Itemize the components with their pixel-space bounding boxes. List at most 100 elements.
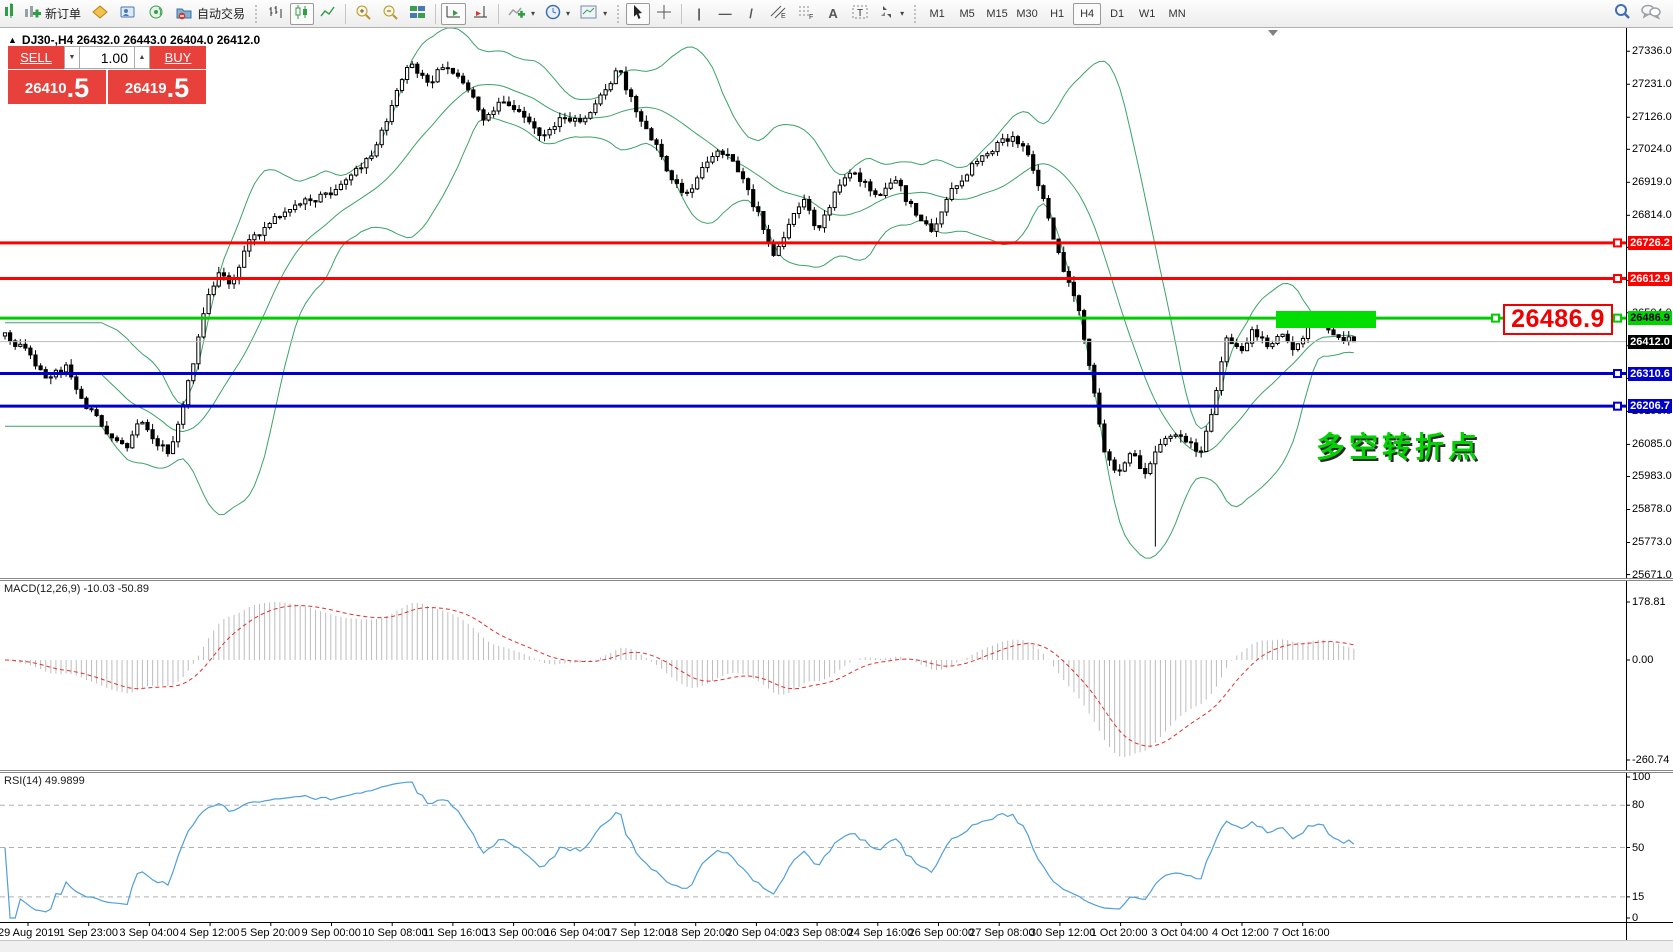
new-order-icon [24,4,41,23]
hline-price-badge: 26726.2 [1628,235,1672,250]
chart-title-text: DJ30-,H4 26432.0 26443.0 26404.0 26412.0 [21,33,261,47]
toolbar-separator [681,3,683,24]
timeframe-d1-button[interactable]: D1 [1110,7,1125,20]
dropdown-arrow-icon: ▾ [566,9,571,18]
horizontal-line-button[interactable]: — [713,3,737,25]
autotrading-button[interactable]: 自动交易 [171,3,249,25]
price-tick-label: 25983.0 [1632,470,1672,483]
timeframe-w1-button[interactable]: W1 [1138,7,1156,20]
price-tick-label: 26085.0 [1632,438,1672,451]
new-order-button[interactable]: 新订单 [20,3,85,25]
autoscroll-button[interactable] [441,2,467,25]
chat-icon[interactable] [1641,3,1661,25]
volume-input[interactable]: 1.00 [80,46,134,69]
autoscroll-icon [445,4,462,23]
periods-button[interactable]: ▾ [541,3,574,25]
buy-price-button[interactable]: 26419. 5 [108,70,206,104]
crosshair-button[interactable] [652,3,676,25]
time-tick-label: 9 Sep 00:00 [301,927,361,939]
green-zone-annotation[interactable] [1276,311,1376,328]
templates-button[interactable]: ▾ [576,3,611,25]
tile-windows-button[interactable] [405,3,430,25]
timeframe-mn-button[interactable]: MN [1168,7,1186,20]
arrows-button[interactable]: ▾ [875,3,908,25]
one-click-trading-panel: SELL ▼ 1.00 ▲ BUY 26410. 5 26419. 5 [8,46,206,104]
collapse-triangle-icon[interactable]: ▲ [8,35,17,45]
candlestick-chart-button[interactable] [290,2,315,25]
buy-price-pip: 5 [174,73,190,103]
timeframe-h1-button[interactable]: H1 [1050,7,1065,20]
timeframe-m1-button[interactable]: M1 [929,7,945,20]
vertical-line-button[interactable]: | [687,3,711,25]
svg-text:F: F [809,14,813,20]
timeframe-m5-button[interactable]: M5 [959,7,975,20]
time-tick-label: 18 Sep 20:00 [665,927,732,939]
time-tick-label: 13 Sep 00:00 [483,927,550,939]
chart-shift-marker[interactable] [1268,30,1278,36]
trendline-button[interactable]: / [739,3,763,25]
text-button[interactable]: A [821,3,845,25]
sell-price-pip: 5 [74,73,90,103]
channel-icon: E [769,4,787,23]
arrows-icon [879,4,895,23]
metaeditor-button[interactable] [87,3,113,25]
toolbar-separator [435,3,437,24]
rsi-pane-splitter[interactable] [0,770,1673,773]
macd-axis-label: 0.00 [1632,654,1654,666]
time-tick-label: 3 Sep 04:00 [119,927,179,939]
macd-pane-splitter[interactable] [0,578,1673,581]
price-tick-label: 26919.0 [1632,176,1672,189]
price-tick-label: 27126.0 [1632,111,1672,124]
timeframe-m30-button[interactable]: M30 [1016,7,1038,20]
bar-chart-button[interactable] [264,3,288,25]
buy-button[interactable]: BUY [150,46,206,69]
chart-shift-button[interactable] [468,3,493,25]
indicators-button[interactable]: ▾ [504,3,539,25]
signals-button[interactable] [143,3,169,25]
templates-icon [580,4,598,23]
time-tick-label: 3 Oct 04:00 [1151,927,1209,939]
price-tick-label: 27231.0 [1632,78,1672,91]
sell-price-button[interactable]: 26410. 5 [8,70,106,104]
volume-decrease-button[interactable]: ▼ [64,46,80,69]
timeframe-h4-button[interactable]: H4 [1073,2,1102,25]
rsi-axis-label: 50 [1632,841,1645,854]
time-tick-label: 1 Sep 23:00 [58,927,119,939]
main-toolbar: 新订单 自动交易 [0,0,1673,28]
fibonacci-button[interactable]: F [793,3,819,25]
line-chart-button[interactable] [316,3,340,25]
toolbar-separator [498,3,500,24]
time-axis-border [0,922,1673,923]
timeframe-m15-button[interactable]: M15 [986,7,1008,20]
sell-button[interactable]: SELL [8,46,64,69]
price-callout-box[interactable]: 26486.9 [1503,304,1613,335]
chinese-note-text[interactable]: 多空转折点 [1316,432,1482,464]
equidistant-channel-button[interactable]: E [765,3,791,25]
sell-price-main: 26410 [24,80,67,97]
rsi-label: RSI(14) 49.9899 [4,775,85,787]
toolbar-grip [616,3,622,24]
volume-increase-button[interactable]: ▲ [134,46,150,69]
zoom-in-icon [355,4,372,23]
time-tick-label: 4 Oct 12:00 [1212,927,1269,939]
cursor-button[interactable] [626,2,651,25]
time-tick-label: 27 Sep 08:00 [969,927,1035,939]
macd-label: MACD(12,26,9) -10.03 -50.89 [4,583,149,595]
autotrading-icon [175,4,193,23]
indicators-icon [508,4,526,23]
cursor-icon [631,4,645,23]
candlestick-chart-icon [294,4,310,23]
dropdown-arrow-icon: ▾ [603,9,608,18]
chart-canvas[interactable] [0,28,1673,940]
text-label-button[interactable]: T [847,3,873,25]
toolbar-grip [254,3,260,24]
text-label-icon: T [851,4,869,23]
hline-price-badge: 26486.9 [1628,311,1672,326]
hline-price-badge: 26612.9 [1628,271,1672,286]
zoom-in-button[interactable] [351,3,376,25]
search-icon[interactable] [1614,3,1631,25]
zoom-out-button[interactable] [378,3,403,25]
svg-text:E: E [781,13,786,20]
market-watch-button[interactable] [115,3,141,25]
fibonacci-icon: F [797,4,815,23]
